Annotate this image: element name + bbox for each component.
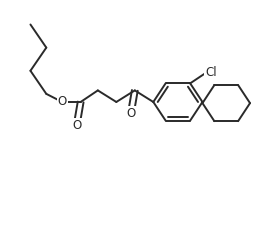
- Text: Cl: Cl: [205, 66, 217, 79]
- Text: O: O: [57, 95, 67, 109]
- Text: O: O: [72, 119, 81, 132]
- Text: O: O: [126, 107, 135, 120]
